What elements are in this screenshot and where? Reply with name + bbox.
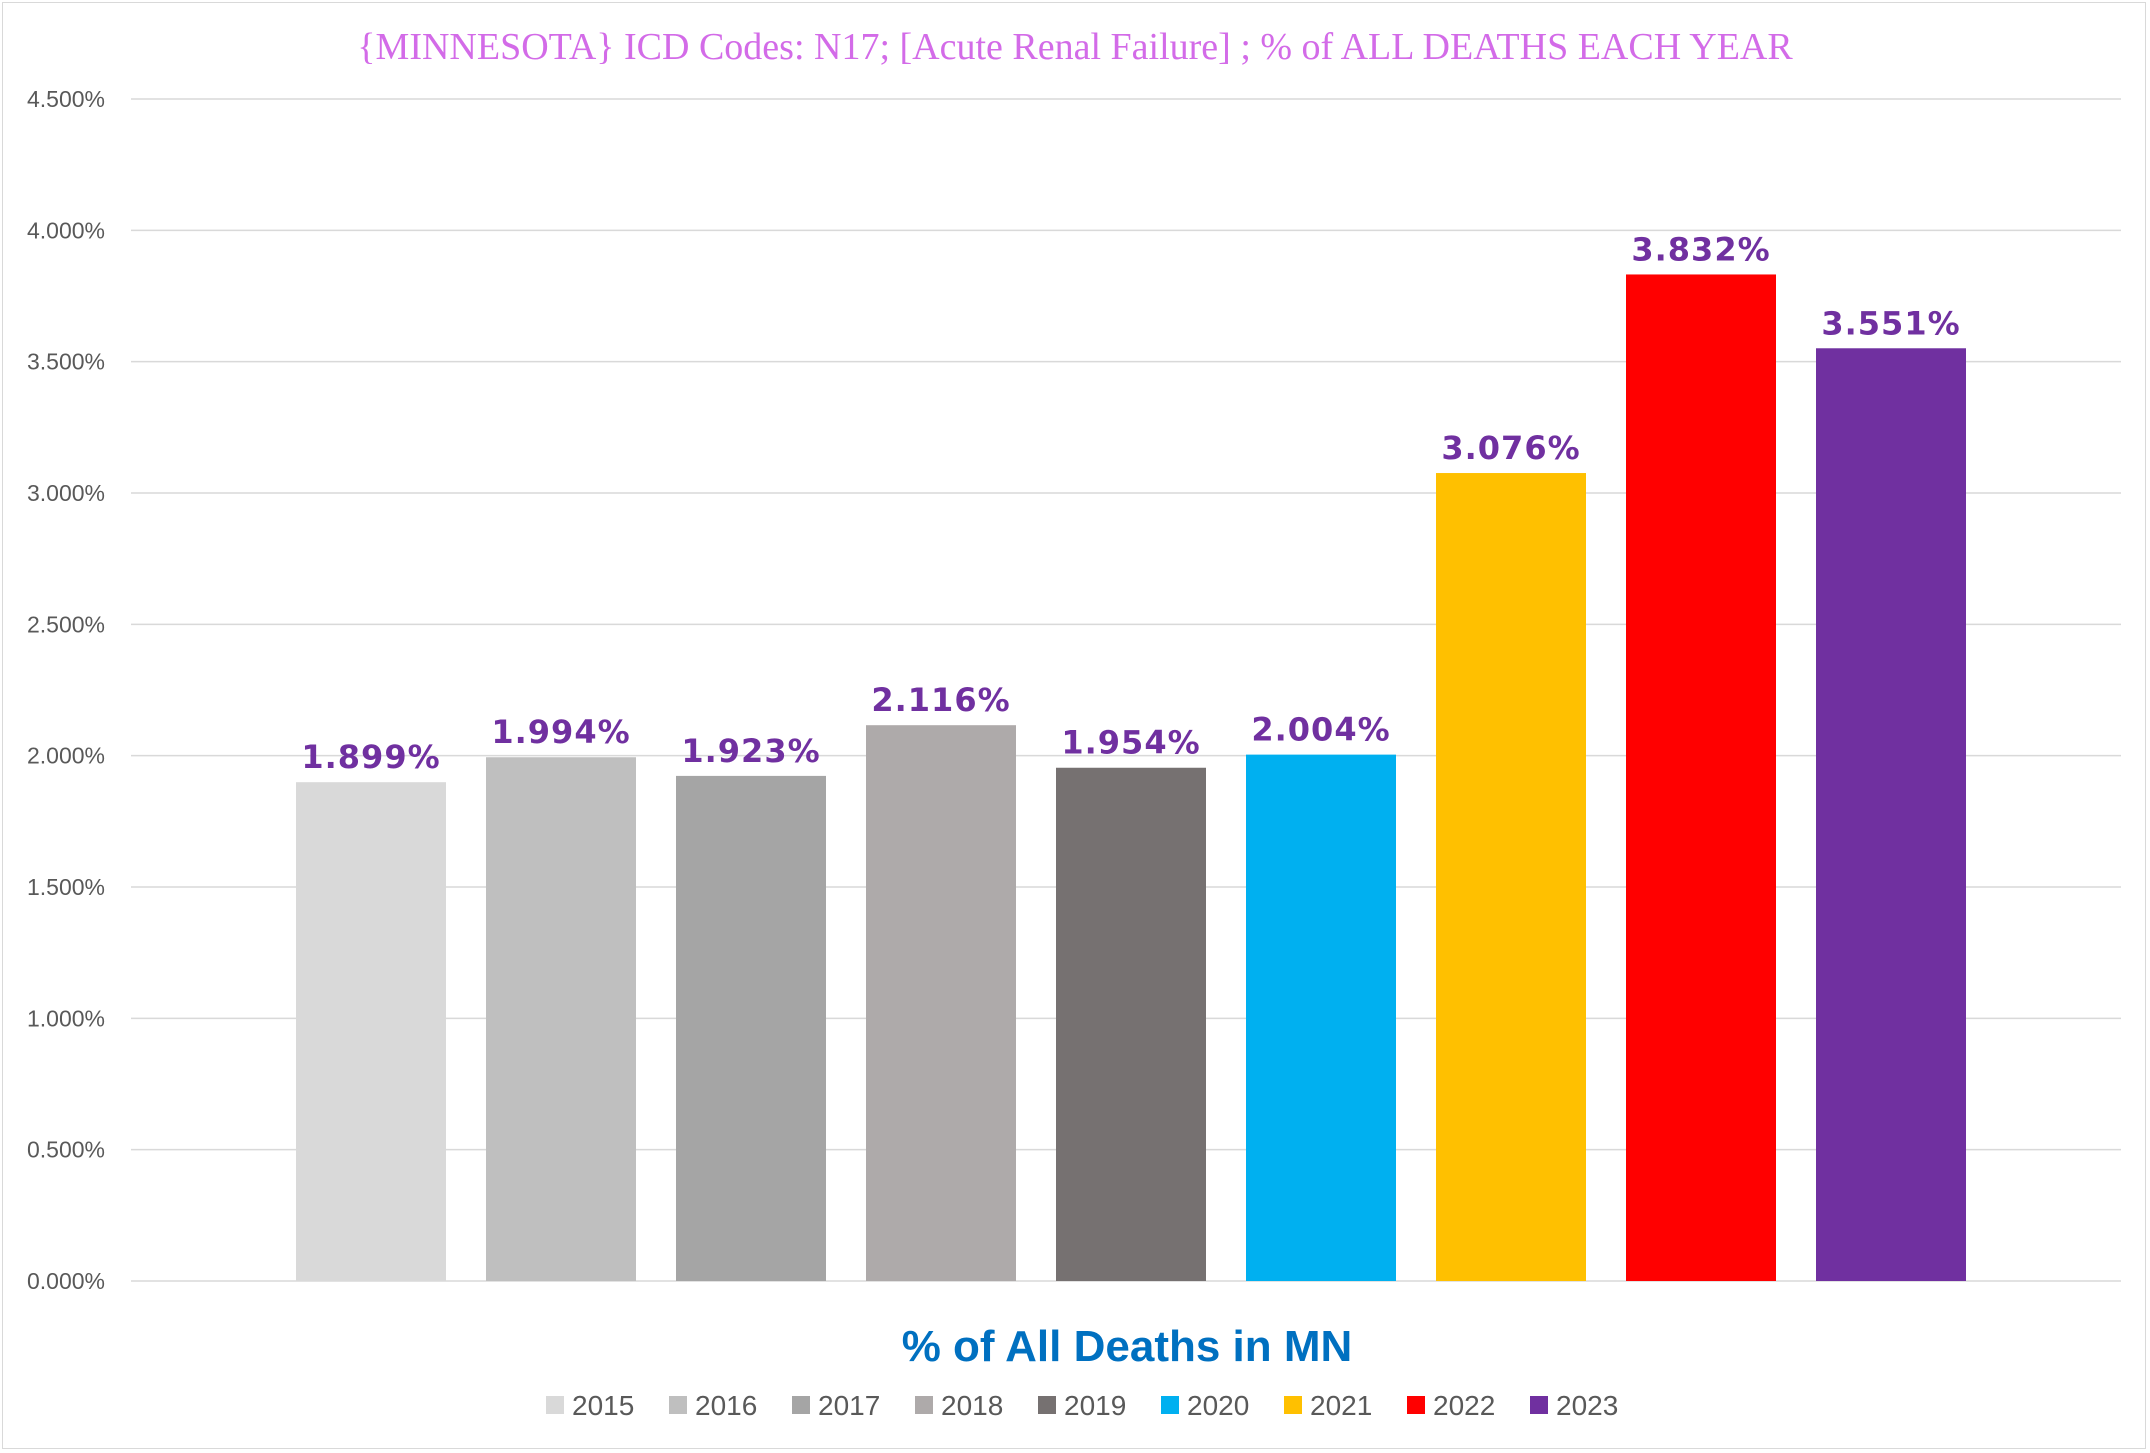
legend-swatch (1530, 1396, 1548, 1414)
legend-swatch (669, 1396, 687, 1414)
legend-item-2021[interactable]: 2021 (1284, 1390, 1372, 1421)
data-labels: 1.899% 1.994% 1.923% 2.116% 1.954% 2.004% 3.07… (301, 230, 1960, 776)
legend-item-2018[interactable]: 2018 (915, 1390, 1003, 1421)
y-tick-label: 0.000% (27, 1268, 105, 1294)
data-label-2022: 3.832% (1631, 230, 1770, 268)
y-tick-label: 4.500% (27, 86, 105, 112)
data-label-2015: 1.899% (301, 738, 440, 776)
data-label-2021: 3.076% (1441, 429, 1580, 467)
legend-item-2017[interactable]: 2017 (792, 1390, 880, 1421)
legend-swatch (915, 1396, 933, 1414)
legend-swatch (1038, 1396, 1056, 1414)
legend-swatch (1161, 1396, 1179, 1414)
legend-swatch (792, 1396, 810, 1414)
y-tick-label: 2.000% (27, 743, 105, 769)
bar-2018[interactable] (866, 725, 1016, 1281)
legend-item-2016[interactable]: 2016 (669, 1390, 757, 1421)
gridlines (131, 98, 2121, 1282)
y-tick-label: 3.000% (27, 480, 105, 506)
legend-label: 2018 (941, 1390, 1003, 1421)
legend-label: 2017 (818, 1390, 880, 1421)
bar-2019[interactable] (1056, 767, 1206, 1281)
bar-2022[interactable] (1626, 274, 1776, 1282)
chart-title: {MINNESOTA} ICD Codes: N17; [Acute Renal… (357, 26, 1793, 68)
legend-item-2022[interactable]: 2022 (1407, 1390, 1495, 1421)
bars (296, 274, 1966, 1282)
legend-label: 2021 (1310, 1390, 1372, 1421)
data-label-2016: 1.994% (491, 713, 630, 751)
legend-label: 2016 (695, 1390, 757, 1421)
y-tick-label: 2.500% (27, 611, 105, 637)
data-label-2023: 3.551% (1821, 304, 1960, 342)
legend-label: 2020 (1187, 1390, 1249, 1421)
data-label-2018: 2.116% (871, 681, 1010, 719)
legend-swatch (546, 1396, 564, 1414)
legend-label: 2019 (1064, 1390, 1126, 1421)
data-label-2017: 1.923% (681, 732, 820, 770)
bar-2021[interactable] (1436, 473, 1586, 1281)
legend-swatch (1284, 1396, 1302, 1414)
bar-2017[interactable] (676, 775, 826, 1281)
legend[interactable]: 2015 2016 2017 2018 2019 2020 2021 2022 2023 (546, 1390, 1618, 1421)
y-tick-label: 1.500% (27, 874, 105, 900)
legend-item-2015[interactable]: 2015 (546, 1390, 634, 1421)
legend-label: 2015 (572, 1390, 634, 1421)
x-axis-title: % of All Deaths in MN (902, 1322, 1353, 1371)
legend-item-2020[interactable]: 2020 (1161, 1390, 1249, 1421)
y-tick-label: 3.500% (27, 349, 105, 375)
legend-label: 2023 (1556, 1390, 1618, 1421)
y-axis-ticks: 0.000% 0.500% 1.000% 1.500% 2.000% 2.500% 3.00… (27, 86, 105, 1294)
legend-item-2023[interactable]: 2023 (1530, 1390, 1618, 1421)
bar-2023[interactable] (1816, 348, 1966, 1282)
legend-label: 2022 (1433, 1390, 1495, 1421)
data-label-2019: 1.954% (1061, 724, 1200, 762)
bar-2015[interactable] (296, 782, 446, 1281)
bar-2016[interactable] (486, 757, 636, 1281)
bar-2020[interactable] (1246, 754, 1396, 1281)
legend-item-2019[interactable]: 2019 (1038, 1390, 1126, 1421)
data-label-2020: 2.004% (1251, 711, 1390, 749)
legend-swatch (1407, 1396, 1425, 1414)
y-tick-label: 0.500% (27, 1137, 105, 1163)
bar-chart: {MINNESOTA} ICD Codes: N17; [Acute Renal… (27, 26, 2121, 1421)
y-tick-label: 4.000% (27, 217, 105, 243)
y-tick-label: 1.000% (27, 1005, 105, 1031)
